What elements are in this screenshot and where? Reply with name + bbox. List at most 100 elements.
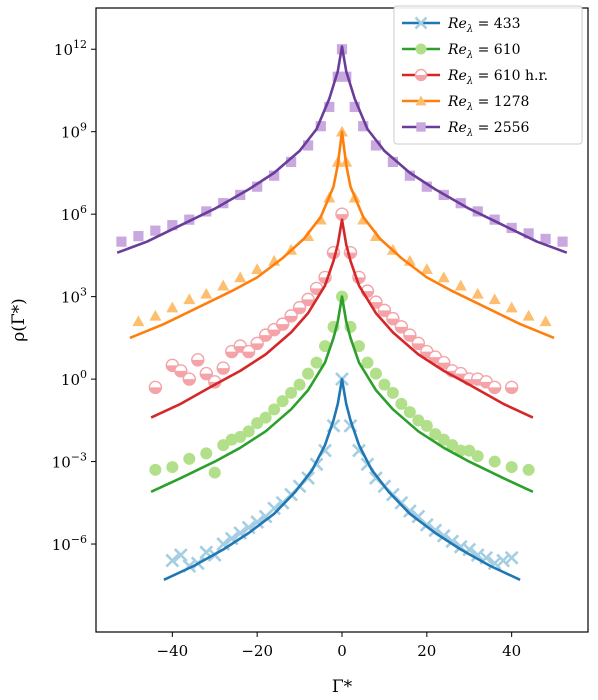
series-2-point [377,303,392,318]
x-tick-label: −40 [157,642,189,660]
legend-label-prefix: Re [447,120,467,136]
y-tick-label: 1012 [54,38,87,59]
series-1-point [420,419,433,432]
series-4-point [269,170,280,181]
y-tick-label: 10−3 [52,451,87,472]
series-4-point [315,121,326,132]
series-2-point-fill [285,315,298,322]
series-1-point [437,433,450,446]
x-tick-label: 20 [417,642,436,660]
series-0-point [496,553,511,568]
y-axis-label-text: ρ(Γ*) [9,298,29,342]
series-1-point [369,367,382,380]
series-2-point-fill [505,387,518,394]
legend-label-prefix: Re [447,42,467,58]
series-3-point [420,263,433,274]
series-2-point [216,361,230,375]
series-1-point [454,444,467,457]
series-1-point [293,378,306,391]
series-0-point [402,504,417,518]
y-axis-label: ρ(Γ*) [9,298,29,342]
series-2-point [267,322,281,337]
legend-label-subscript: λ [466,50,473,61]
legend-label: Reλ = 433 [447,16,521,35]
series-4-point [116,236,127,247]
series-2-point-fill [149,387,162,394]
series-1-point [319,340,332,353]
legend-item-3: Reλ = 1278 [402,94,529,113]
y-tick-label: 103 [61,286,87,307]
series-0 [163,372,521,581]
y-tick-label-exponent: 9 [80,121,87,134]
y-tick-label-exponent: 6 [80,203,87,216]
legend-label-prefix: Re [447,68,467,84]
series-4-point [252,181,263,192]
series-4-point [523,228,534,239]
series-4-point [167,220,178,231]
series-4-point [341,71,352,82]
series-2-point [250,336,264,351]
series-1-point [217,439,230,452]
series-3-point [522,309,535,321]
series-2-point [284,309,298,323]
series-2 [148,207,534,419]
series-3-point [132,315,145,327]
series-1-point [386,386,399,399]
series-2-point-fill [488,387,501,394]
y-tick-label-base: 10 [61,289,80,307]
series-2-point [225,344,239,359]
series-4-point [302,140,314,151]
x-axis-label: Γ* [332,677,353,697]
series-2-point [487,380,502,395]
series-0-point [250,515,265,529]
series-2-point-fill [293,307,306,314]
series-1-point [429,428,442,441]
series-2-point-fill [268,329,281,336]
series-2-point-fill [183,379,196,386]
series-1-point [522,463,535,476]
series-1-point [446,439,459,452]
series-2-point-fill [225,351,238,358]
series-1-point [403,406,416,419]
series-1-point [395,397,408,410]
legend-label: Reλ = 610 h.r. [447,68,548,87]
legend-marker [415,43,427,55]
x-tick-label-text: 20 [417,642,436,660]
series-4-point [358,121,369,132]
series-4-point [349,101,360,113]
series-2-point-fill [242,351,255,358]
series-1-point [166,461,179,474]
legend-label-value: = 2556 [473,120,529,136]
series-1-point [310,356,323,369]
legend-item-1: Reλ = 610 [402,42,521,61]
series-4-point [286,156,297,168]
series-2-point [182,372,197,386]
x-tick-label: 0 [337,642,347,660]
y-tick-label-base: 10 [61,124,80,142]
series-4-point [540,233,551,245]
series-4-point [404,170,415,181]
y-tick-label-base: 10 [54,41,73,59]
series-2-fit-line [150,218,534,419]
series-1-point [471,450,484,463]
y-tick-label: 100 [61,368,87,389]
legend-label: Reλ = 1278 [447,94,529,113]
series-3-point [505,301,518,313]
series-0-point [462,542,477,557]
series-4-point [387,156,398,168]
legend-label-subscript: λ [466,102,473,113]
series-1-point [352,340,365,353]
series-0-point [470,548,485,562]
legend-label-value: = 610 h.r. [473,68,548,84]
legend-label-value: = 610 [473,42,520,58]
series-2-point-fill [336,214,348,221]
series-1-point [251,417,264,430]
series-3-point [200,287,213,299]
series-4 [116,44,568,254]
series-3-point [234,271,247,283]
series-2-point [420,344,434,359]
series-1-point [200,447,213,460]
x-tick-label-text: 40 [502,642,521,660]
